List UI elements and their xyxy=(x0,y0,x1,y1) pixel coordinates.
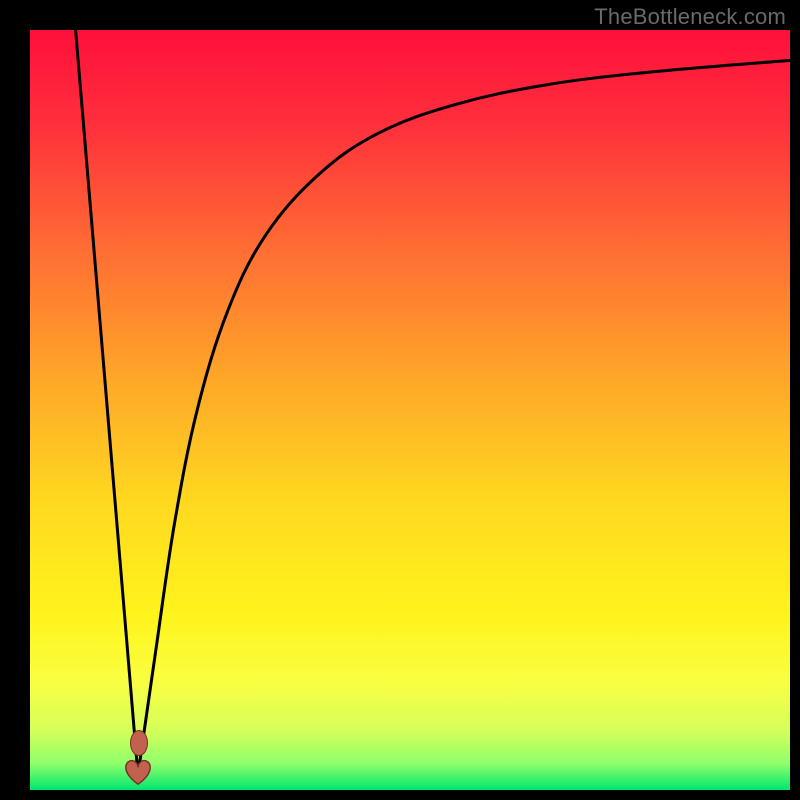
bottleneck-curve xyxy=(30,30,790,790)
watermark-text: TheBottleneck.com xyxy=(594,4,786,30)
data-point-marker xyxy=(130,730,148,756)
data-point-heart-marker xyxy=(123,757,153,787)
chart-plot-area xyxy=(30,30,790,790)
